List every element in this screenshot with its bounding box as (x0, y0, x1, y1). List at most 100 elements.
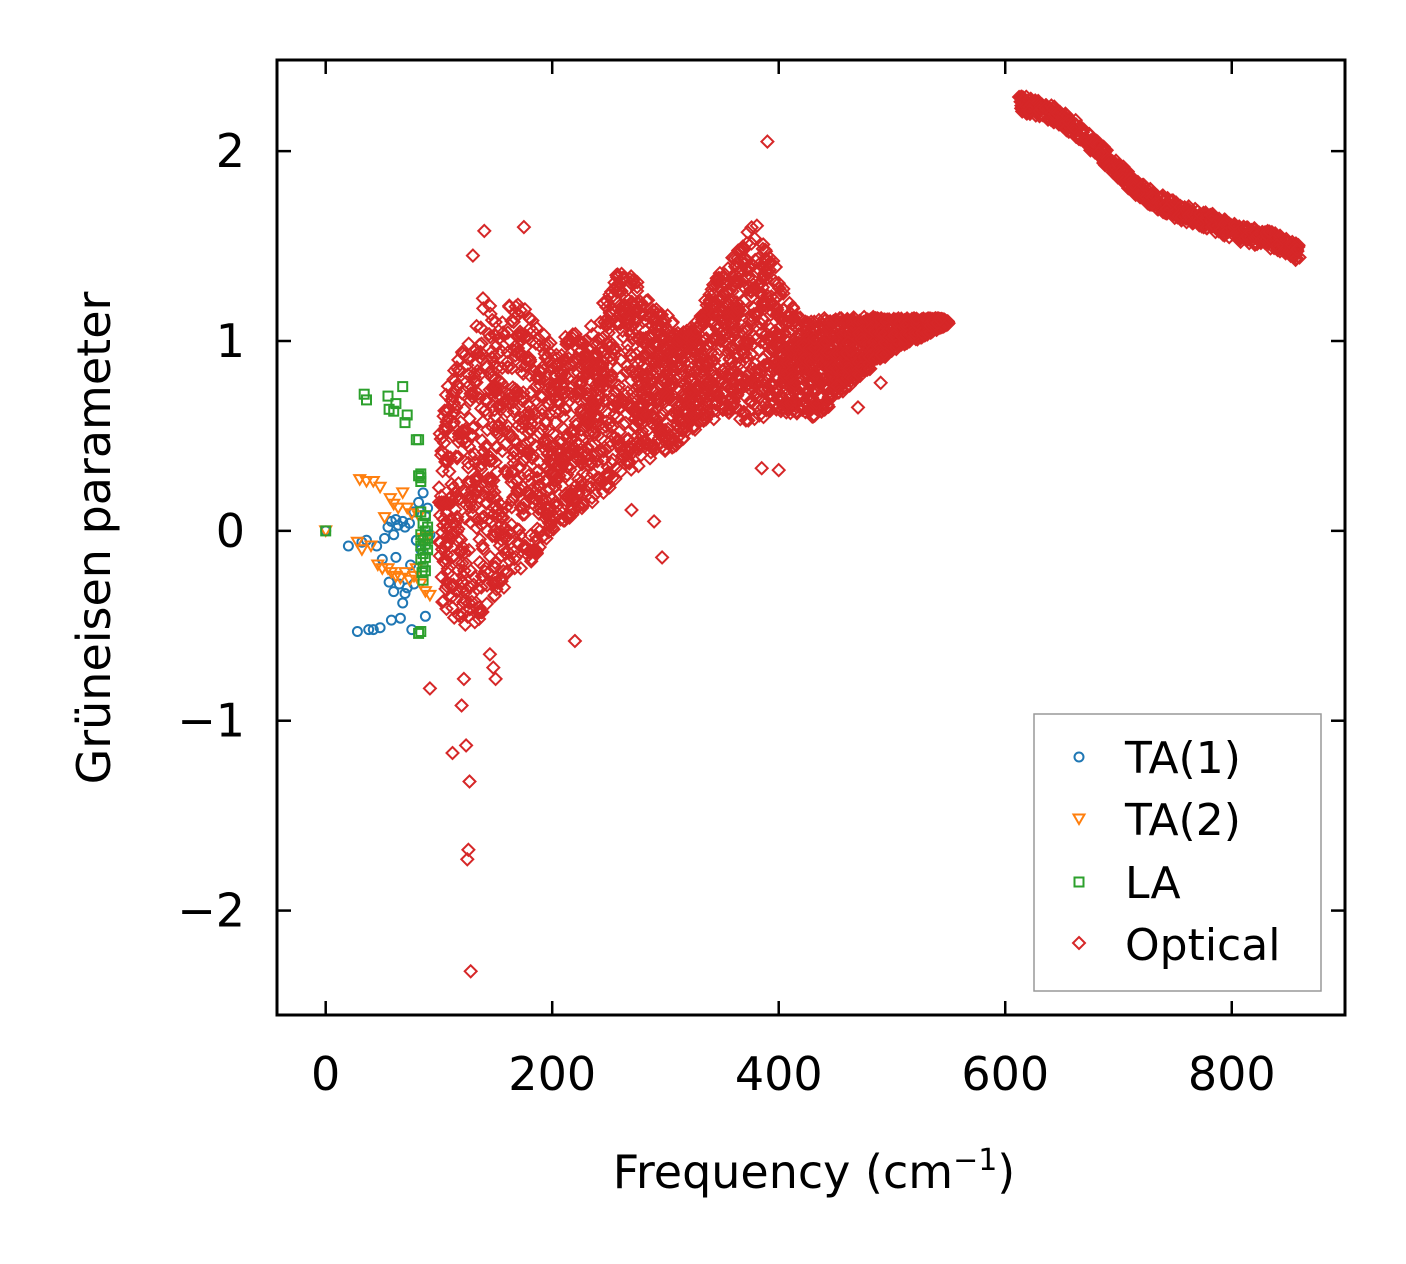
optical-point (559, 426, 575, 442)
optical-point (522, 368, 538, 383)
la-point (358, 388, 370, 400)
optical-point (443, 530, 459, 546)
optical-point (454, 580, 470, 596)
optical-point (625, 331, 640, 347)
optical-point (817, 402, 833, 418)
optical-point (460, 609, 476, 625)
optical-point (629, 274, 645, 290)
optical-point (467, 569, 483, 585)
optical-point (519, 463, 535, 479)
ta1-point (351, 626, 363, 637)
series-optical (422, 89, 1307, 979)
optical-point (839, 314, 855, 330)
optical-point (482, 329, 498, 345)
optical-point (644, 341, 660, 357)
optical-point (692, 364, 708, 380)
optical-point (654, 549, 670, 565)
optical-point (562, 510, 577, 526)
optical-point (820, 320, 836, 336)
optical-point (705, 331, 721, 347)
optical-point (523, 553, 539, 569)
optical-point (547, 510, 563, 525)
optical-point (684, 372, 700, 388)
optical-point (477, 564, 493, 580)
optical-point (755, 237, 771, 252)
optical-point (579, 388, 594, 404)
optical-point (602, 480, 617, 495)
optical-point (748, 306, 764, 321)
optical-point (473, 344, 488, 360)
x-axis-label-main: Frequency (cm (613, 1145, 953, 1199)
optical-point (719, 378, 735, 394)
optical-point (512, 527, 528, 543)
optical-point (638, 293, 654, 309)
optical-point (694, 400, 710, 416)
optical-point (682, 324, 698, 340)
x-axis-label-superscript: −1 (953, 1143, 997, 1178)
optical-point (660, 354, 675, 370)
la-point (413, 470, 425, 482)
optical-point (660, 421, 676, 437)
optical-point (761, 345, 777, 361)
optical-point (714, 363, 730, 379)
optical-point (460, 842, 476, 858)
optical-point (584, 490, 600, 506)
optical-point (463, 563, 479, 579)
optical-point (529, 464, 545, 480)
legend-label: TA(2) (1124, 795, 1241, 846)
optical-point (534, 360, 550, 376)
optical-point (618, 283, 634, 299)
y-tick-label: −1 (177, 694, 245, 748)
optical-point (486, 559, 502, 575)
optical-point (459, 851, 475, 867)
optical-point (874, 347, 890, 363)
optical-point (572, 451, 588, 467)
ta2-point (388, 570, 404, 584)
optical-point (762, 262, 778, 278)
optical-point (493, 497, 509, 513)
optical-point (546, 497, 562, 513)
optical-point (484, 369, 500, 385)
optical-point (852, 368, 868, 384)
optical-point (434, 594, 450, 610)
la-point (422, 521, 434, 533)
optical-point (740, 269, 756, 285)
optical-point (479, 359, 495, 375)
optical-point (648, 363, 664, 379)
optical-point (817, 333, 833, 348)
ta2-point (354, 544, 370, 557)
optical-point (727, 356, 743, 372)
optical-point (507, 381, 523, 397)
optical-point (772, 286, 788, 302)
optical-point (720, 401, 736, 417)
optical-point (537, 346, 553, 362)
optical-point (659, 350, 674, 366)
optical-point (624, 502, 639, 518)
optical-point (772, 335, 788, 351)
optical-point (738, 355, 754, 371)
optical-point (851, 354, 867, 370)
optical-point (457, 592, 473, 608)
optical-point (556, 385, 572, 401)
la-point (419, 538, 431, 550)
optical-point (816, 310, 832, 326)
optical-point (567, 399, 583, 415)
optical-point (878, 347, 894, 363)
optical-point (475, 300, 491, 316)
optical-point (682, 384, 698, 400)
optical-point (470, 386, 486, 402)
optical-point (504, 517, 520, 533)
optical-point (618, 448, 634, 464)
legend-marker-circle (1073, 751, 1085, 763)
optical-point (722, 366, 738, 382)
optical-point (451, 362, 466, 378)
optical-point (523, 410, 539, 426)
optical-point (743, 308, 759, 324)
optical-point (482, 646, 498, 662)
optical-point (670, 435, 685, 451)
optical-point (590, 409, 605, 425)
optical-point (640, 375, 656, 391)
la-point (416, 567, 428, 579)
optical-point (490, 575, 506, 591)
optical-point (662, 378, 678, 394)
